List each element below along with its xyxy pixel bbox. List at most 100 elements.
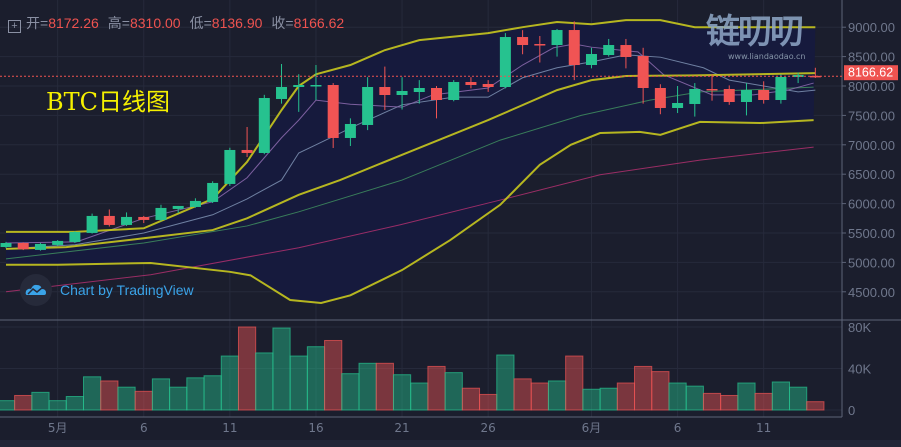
candle <box>172 205 184 214</box>
close-value: 8166.62 <box>293 15 345 31</box>
candle-body <box>344 123 356 138</box>
volume-bar <box>341 373 360 411</box>
candle <box>327 83 339 148</box>
candle-body <box>103 215 115 225</box>
candle-body <box>654 87 666 108</box>
candle <box>189 198 201 208</box>
volume-bar <box>14 394 33 411</box>
price-tick-label: 9000.00 <box>848 20 895 35</box>
expand-icon[interactable]: + <box>8 20 21 33</box>
candle <box>224 147 236 186</box>
candle-body <box>585 54 597 66</box>
date-tick-label: 6月 <box>582 421 602 435</box>
candle-body <box>689 88 701 104</box>
low-value: 8136.90 <box>211 15 263 31</box>
candle-body <box>396 90 408 95</box>
candle <box>17 242 29 251</box>
candle-body <box>224 149 236 184</box>
candle-body <box>52 240 64 245</box>
candle-body <box>758 89 770 100</box>
date-tick-label: 26 <box>481 421 496 435</box>
candle <box>52 240 64 246</box>
volume-bar <box>324 339 343 411</box>
candle <box>121 212 133 226</box>
tradingview-attribution[interactable]: Chart by TradingView <box>20 274 194 306</box>
volume-bar <box>479 393 498 411</box>
candle <box>396 77 408 110</box>
candle <box>654 84 666 115</box>
candle-body <box>310 85 322 87</box>
candle-body <box>517 37 529 46</box>
date-tick-label: 6 <box>140 421 148 435</box>
close-label: 收= <box>271 15 294 31</box>
candle <box>362 77 374 131</box>
volume-bar <box>186 377 205 411</box>
candle <box>758 81 770 104</box>
candle <box>310 65 322 100</box>
price-tick-label: 8500.00 <box>848 50 895 65</box>
candle-body <box>723 88 735 102</box>
candle-body <box>155 207 167 220</box>
candle-body <box>809 75 821 78</box>
attribution-text: Chart by TradingView <box>60 282 194 298</box>
volume-bar <box>702 392 722 411</box>
candle-body <box>0 242 12 247</box>
candle-body <box>138 216 150 220</box>
candle <box>706 74 718 101</box>
candle <box>792 72 804 84</box>
watermark-url: www.liandaodao.cn <box>728 52 806 61</box>
volume-bar <box>461 387 481 411</box>
volume-bar <box>100 380 119 411</box>
candle-body <box>362 86 374 125</box>
volume-bar <box>444 372 463 411</box>
date-tick-label: 11 <box>222 421 237 435</box>
date-tick-label: 6 <box>674 421 682 435</box>
candle <box>258 94 270 155</box>
candle <box>809 67 821 78</box>
candle <box>534 36 546 63</box>
volume-bar <box>720 394 739 411</box>
candle <box>482 80 494 92</box>
candle <box>517 30 529 55</box>
price-tick-label: 7000.00 <box>848 138 895 153</box>
candle <box>740 83 752 116</box>
date-tick-label: 21 <box>394 421 409 435</box>
candle-body <box>534 44 546 46</box>
open-label: 开= <box>26 15 49 31</box>
last-price-label: 8166.62 <box>848 66 893 80</box>
candle-body <box>775 77 787 100</box>
volume-bar <box>31 391 50 411</box>
volume-bar <box>237 326 257 411</box>
candle <box>155 204 167 222</box>
volume-bar <box>685 385 704 411</box>
candle <box>69 231 81 243</box>
volume-bar <box>134 390 153 411</box>
candle-body <box>792 75 804 78</box>
price-tick-label: 6000.00 <box>848 197 895 212</box>
tradingview-cloud-icon <box>20 274 52 306</box>
volume-bar <box>203 375 222 411</box>
volume-bar <box>737 382 756 411</box>
candle-body <box>482 84 494 87</box>
volume-bar <box>220 355 239 411</box>
high-value: 8310.00 <box>129 15 181 31</box>
volume-bar <box>0 400 16 411</box>
last-price-badge <box>844 65 898 81</box>
volume-bar <box>392 374 412 411</box>
bottom-bar <box>0 440 901 447</box>
candle <box>431 86 442 119</box>
volume-bar <box>582 388 601 411</box>
ohlc-legend: + 开=8172.26 高=8310.00 低=8136.90 收=8166.62 <box>8 13 353 33</box>
candle-body <box>465 82 477 86</box>
candle-body <box>603 45 615 56</box>
candle-body <box>121 216 133 225</box>
volume-bar <box>513 378 532 411</box>
volume-bar <box>358 362 377 411</box>
candle <box>0 241 12 249</box>
candle <box>723 85 735 105</box>
candle <box>241 126 253 157</box>
volume-bar <box>48 400 67 411</box>
volume-bar <box>599 387 618 411</box>
candle <box>689 83 701 117</box>
